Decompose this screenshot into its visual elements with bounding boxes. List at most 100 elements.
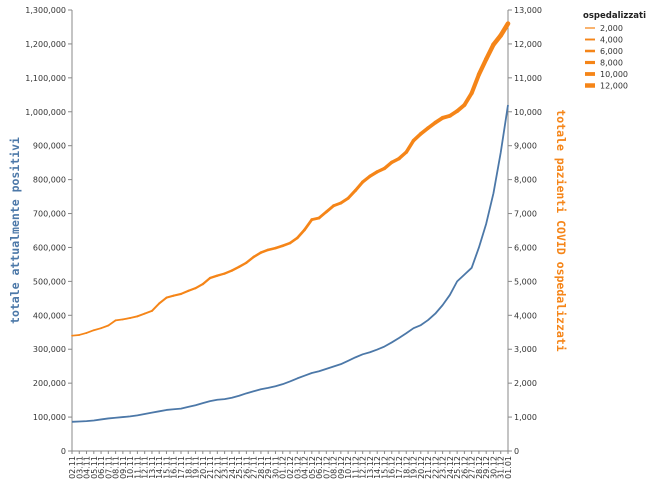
- series-segment-ospedalizzati: [71, 334, 81, 337]
- x-tick-label: 01.01: [504, 456, 513, 479]
- x-tick-label: 11.12: [351, 456, 360, 479]
- y-left-tick-label: 1,100,000: [25, 74, 66, 83]
- y-left-tick-label: 1,200,000: [25, 40, 66, 49]
- series-segment-ospedalizzati: [245, 255, 255, 264]
- legend-title: ospedalizzati: [583, 11, 646, 21]
- y-left-tick-label: 0: [61, 447, 66, 456]
- y-left-tick-label: 400,000: [33, 311, 66, 320]
- y-left-tick-label: 700,000: [33, 210, 66, 219]
- x-tick-label: 11.11: [133, 456, 142, 479]
- x-tick-label: 23.11: [221, 456, 230, 479]
- x-tick-label: 01.12: [279, 456, 288, 479]
- x-tick-label: 28.12: [475, 456, 484, 479]
- x-tick-label: 15.11: [162, 456, 171, 479]
- x-tick-label: 28.11: [257, 456, 266, 479]
- x-tick-label: 23.12: [439, 456, 448, 479]
- y-left-tick-label: 300,000: [33, 345, 66, 354]
- y-axis-right-label: totale pazienti COVID ospedalizzati: [554, 109, 568, 351]
- legend-item-label: 4,000: [600, 36, 623, 45]
- y-right-tick-label: 3,000: [514, 345, 537, 354]
- x-tick-label: 16.11: [170, 456, 179, 479]
- series-segment-ospedalizzati: [100, 324, 110, 330]
- x-tick-label: 02.11: [68, 456, 77, 479]
- x-tick-label: 14.11: [155, 456, 164, 479]
- series-segment-ospedalizzati: [252, 251, 263, 259]
- series-segment-ospedalizzati: [107, 319, 117, 327]
- series-segment-ospedalizzati: [172, 292, 183, 297]
- y-right-tick-label: 9,000: [514, 142, 537, 151]
- x-tick-label: 19.12: [410, 456, 419, 479]
- x-tick-label: 22.12: [431, 456, 440, 479]
- y-left-tick-label: 500,000: [33, 277, 66, 286]
- series-segment-ospedalizzati: [216, 272, 226, 277]
- x-tick-label: 21.12: [424, 456, 433, 479]
- x-tick-label: 13.11: [148, 456, 157, 479]
- y-left-tick-label: 900,000: [33, 142, 66, 151]
- x-tick-label: 15.12: [380, 456, 389, 479]
- y-right-tick-label: 2,000: [514, 379, 537, 388]
- y-left-tick-label: 100,000: [33, 413, 66, 422]
- series-segment-ospedalizzati: [259, 248, 270, 254]
- series-segment-ospedalizzati: [150, 302, 161, 312]
- x-tick-label: 25.11: [235, 456, 244, 479]
- y-right-tick-label: 5,000: [514, 277, 537, 286]
- y-right-tick-label: 13,000: [514, 6, 542, 15]
- x-tick-label: 18.12: [402, 456, 411, 479]
- x-tick-label: 30.11: [271, 456, 280, 479]
- y-right-tick-label: 0: [514, 447, 519, 456]
- y-left-tick-label: 200,000: [33, 379, 66, 388]
- x-tick-label: 21.11: [206, 456, 215, 479]
- y-right-tick-label: 10,000: [514, 108, 542, 117]
- y-right-tick-label: 12,000: [514, 40, 542, 49]
- series-segment-ospedalizzati: [165, 294, 175, 299]
- x-tick-label: 06.12: [315, 456, 324, 479]
- legend: ospedalizzati 2,000 4,000 6,000 8,000 10,000…: [583, 11, 646, 91]
- legend-item-label: 10,000: [600, 70, 628, 79]
- x-tick-label: 24.11: [228, 456, 237, 479]
- x-tick-label: 13.12: [366, 456, 375, 479]
- x-tick-label: 20.12: [417, 456, 426, 479]
- x-tick-label: 07.11: [104, 456, 113, 479]
- x-tick-label: 12.11: [141, 456, 150, 479]
- x-tick-label: 02.12: [286, 456, 295, 479]
- series-segment-ospedalizzati: [179, 289, 190, 295]
- series-segment-ospedalizzati: [223, 269, 234, 275]
- x-tick-label: 04.12: [301, 456, 310, 479]
- series-segment-ospedalizzati: [129, 315, 139, 319]
- x-tick-label: 26.11: [242, 456, 251, 479]
- x-tick-label: 17.11: [177, 456, 186, 479]
- x-tick-label: 20.11: [199, 456, 208, 479]
- series-segment-ospedalizzati: [462, 91, 474, 107]
- x-tick-label: 25.12: [453, 456, 462, 479]
- series-segment-ospedalizzati: [317, 210, 328, 220]
- x-tick-label: 05.12: [308, 456, 317, 479]
- series-segment-ospedalizzati: [208, 274, 219, 280]
- series-segment-ospedalizzati: [404, 138, 416, 154]
- series-segment-ospedalizzati: [201, 276, 212, 286]
- x-tick-label: 29.12: [482, 456, 491, 479]
- series-segment-ospedalizzati: [288, 236, 299, 245]
- x-tick-label: 19.11: [192, 456, 201, 479]
- x-tick-label: 31.12: [497, 456, 506, 479]
- series-segment-ospedalizzati: [237, 261, 248, 268]
- y-left-tick-label: 600,000: [33, 243, 66, 252]
- y-right-tick-label: 1,000: [514, 413, 537, 422]
- x-tick-label: 16.12: [388, 456, 397, 479]
- x-tick-label: 08.12: [330, 456, 339, 479]
- series-segment-ospedalizzati: [114, 318, 124, 322]
- y-right-tick-label: 4,000: [514, 311, 537, 320]
- y-left-tick-label: 1,300,000: [25, 6, 66, 15]
- x-tick-label: 07.12: [322, 456, 331, 479]
- series-segment-ospedalizzati: [187, 287, 197, 292]
- series-segment-ospedalizzati: [158, 296, 168, 305]
- series-segment-ospedalizzati: [85, 329, 95, 334]
- x-tick-label: 09.11: [119, 456, 128, 479]
- x-tick-label: 04.11: [83, 456, 92, 479]
- series-segment-ospedalizzati: [78, 332, 88, 336]
- x-tick-label: 29.11: [264, 456, 273, 479]
- x-tick-label: 10.11: [126, 456, 135, 479]
- series-segment-ospedalizzati: [324, 204, 336, 214]
- series-segment-ospedalizzati: [92, 327, 102, 332]
- y-left-tick-label: 1,000,000: [25, 108, 66, 117]
